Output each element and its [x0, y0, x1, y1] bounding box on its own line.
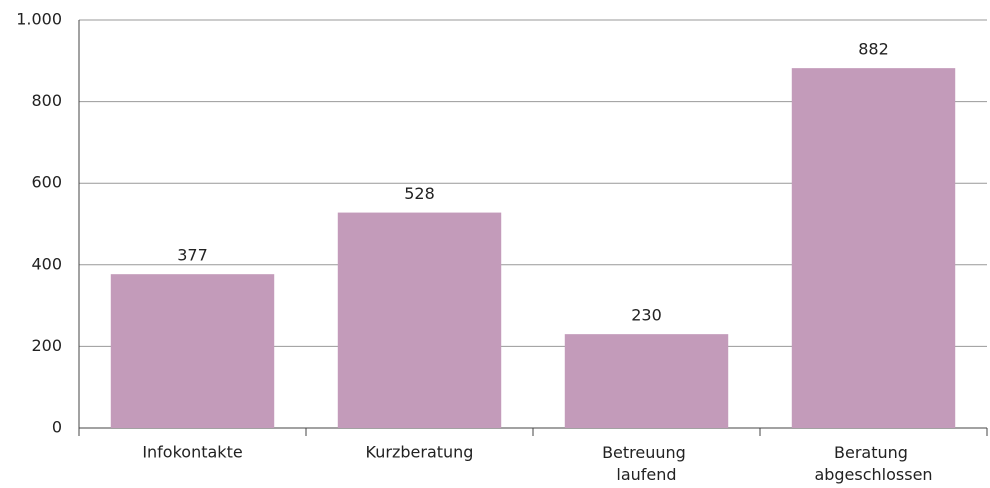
data-label: 882	[858, 40, 889, 59]
x-tick-label: Beratung abgeschlossen	[814, 443, 932, 484]
y-tick-label: 400	[31, 254, 62, 273]
bar	[791, 68, 956, 429]
data-label: 528	[404, 184, 435, 203]
y-tick-label: 0	[52, 418, 62, 437]
data-label: 230	[631, 306, 662, 325]
y-tick-label: 1.000	[16, 10, 62, 29]
data-label: 377	[177, 246, 208, 265]
bar	[110, 274, 275, 428]
bar	[564, 334, 729, 428]
y-tick-label: 200	[31, 336, 62, 355]
x-tick-label: Betreuung laufend	[602, 443, 691, 484]
y-tick-label: 800	[31, 91, 62, 110]
bar	[337, 212, 502, 428]
x-tick-label: Kurzberatung	[366, 443, 474, 462]
y-tick-label: 600	[31, 173, 62, 192]
x-tick-label: Infokontakte	[142, 443, 242, 462]
